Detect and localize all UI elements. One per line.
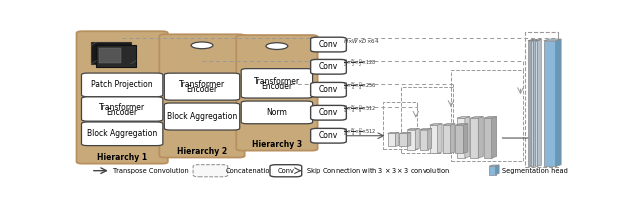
Polygon shape xyxy=(492,117,497,158)
Text: Conv: Conv xyxy=(319,85,338,94)
Polygon shape xyxy=(429,124,442,125)
Text: Transpose Convolution: Transpose Convolution xyxy=(113,168,189,174)
Polygon shape xyxy=(420,128,431,130)
Polygon shape xyxy=(544,39,561,41)
Text: Transformer: Transformer xyxy=(254,77,300,86)
Polygon shape xyxy=(408,132,411,146)
Polygon shape xyxy=(470,117,483,118)
Bar xyxy=(457,118,465,158)
FancyBboxPatch shape xyxy=(270,165,301,177)
Text: Transformer: Transformer xyxy=(99,103,145,112)
Circle shape xyxy=(266,43,288,50)
Text: Hierarchy 1: Hierarchy 1 xyxy=(97,153,147,162)
Polygon shape xyxy=(535,40,541,41)
FancyBboxPatch shape xyxy=(164,73,240,100)
FancyBboxPatch shape xyxy=(310,128,346,143)
FancyBboxPatch shape xyxy=(236,35,317,151)
Circle shape xyxy=(191,42,213,49)
FancyBboxPatch shape xyxy=(81,122,163,146)
Bar xyxy=(456,125,463,153)
Bar xyxy=(443,125,451,153)
Text: Hierarchy 2: Hierarchy 2 xyxy=(177,147,227,156)
Text: Patch Projection: Patch Projection xyxy=(92,80,153,89)
Text: Hierarchy 3: Hierarchy 3 xyxy=(252,140,302,149)
Bar xyxy=(399,134,408,146)
Bar xyxy=(408,130,415,149)
Bar xyxy=(99,48,121,63)
FancyBboxPatch shape xyxy=(164,103,240,130)
FancyBboxPatch shape xyxy=(193,165,228,177)
FancyBboxPatch shape xyxy=(310,105,346,120)
FancyBboxPatch shape xyxy=(241,69,312,98)
Text: $\frac{H}{4}$$\times$$\frac{W}{4}$$\times$$\frac{D}{4}$$\times$256: $\frac{H}{4}$$\times$$\frac{W}{4}$$\time… xyxy=(343,80,376,92)
Text: Encoder: Encoder xyxy=(261,82,292,91)
Text: Block Aggregation: Block Aggregation xyxy=(87,129,157,138)
Bar xyxy=(484,118,492,158)
Bar xyxy=(525,31,557,167)
Bar xyxy=(451,70,523,161)
Polygon shape xyxy=(428,128,431,149)
Bar xyxy=(383,102,417,149)
Polygon shape xyxy=(438,124,442,153)
FancyBboxPatch shape xyxy=(310,37,346,52)
Polygon shape xyxy=(463,124,468,153)
Polygon shape xyxy=(465,117,470,158)
Bar xyxy=(388,134,396,146)
Bar xyxy=(535,41,538,166)
Text: Skip Connection with 3 $\times$ 3$\times$ 3 convolution: Skip Connection with 3 $\times$ 3$\times… xyxy=(306,166,450,176)
FancyBboxPatch shape xyxy=(81,97,163,121)
Text: Encoder: Encoder xyxy=(186,85,218,94)
Text: Segmentation head: Segmentation head xyxy=(502,168,568,174)
Text: $\frac{H}{4}$$\times$$\frac{W}{4}$$\times$$\frac{D}{8}$$\times$512: $\frac{H}{4}$$\times$$\frac{W}{4}$$\time… xyxy=(343,103,376,115)
FancyBboxPatch shape xyxy=(241,101,312,124)
FancyBboxPatch shape xyxy=(81,73,163,97)
Text: $H$$\times$$W$$\times$$D$$\times$64: $H$$\times$$W$$\times$$D$$\times$64 xyxy=(343,37,380,45)
Text: Conv: Conv xyxy=(319,108,338,117)
Polygon shape xyxy=(556,39,561,166)
Bar xyxy=(92,42,131,64)
Text: Norm: Norm xyxy=(266,108,287,117)
Polygon shape xyxy=(538,40,541,166)
Bar xyxy=(97,45,136,67)
Polygon shape xyxy=(408,128,419,130)
Polygon shape xyxy=(495,165,499,175)
Bar xyxy=(489,166,495,175)
Polygon shape xyxy=(451,124,455,153)
Text: Conv: Conv xyxy=(319,62,338,71)
Bar xyxy=(429,125,438,153)
Text: $\frac{H}{2}$$\times$$\frac{W}{2}$$\times$$\frac{D}{2}$$\times$128: $\frac{H}{2}$$\times$$\frac{W}{2}$$\time… xyxy=(343,57,376,69)
Text: Transformer: Transformer xyxy=(179,80,225,89)
Text: Encoder: Encoder xyxy=(107,108,138,117)
Text: Block Aggregation: Block Aggregation xyxy=(167,112,237,121)
Text: Conv: Conv xyxy=(319,40,338,49)
Polygon shape xyxy=(478,117,483,158)
Polygon shape xyxy=(456,124,468,125)
FancyBboxPatch shape xyxy=(310,60,346,74)
Polygon shape xyxy=(388,132,399,134)
FancyBboxPatch shape xyxy=(159,34,244,157)
Bar xyxy=(544,41,556,166)
Polygon shape xyxy=(396,132,399,146)
Bar xyxy=(470,118,478,158)
Polygon shape xyxy=(457,117,470,118)
Polygon shape xyxy=(528,40,534,41)
Bar xyxy=(420,130,428,149)
Polygon shape xyxy=(415,128,419,149)
Text: Concatenation: Concatenation xyxy=(225,168,274,174)
Polygon shape xyxy=(399,132,411,134)
Bar xyxy=(531,41,533,166)
Polygon shape xyxy=(489,165,499,166)
Bar xyxy=(528,41,530,166)
Bar xyxy=(401,87,454,153)
Polygon shape xyxy=(531,40,538,41)
Text: $\frac{H}{4}$$\times$$\frac{W}{4}$$\times$$\frac{D}{8}$$\times$512: $\frac{H}{4}$$\times$$\frac{W}{4}$$\time… xyxy=(343,126,376,138)
Polygon shape xyxy=(484,117,497,118)
FancyBboxPatch shape xyxy=(77,31,168,164)
Text: Conv: Conv xyxy=(277,168,294,174)
Polygon shape xyxy=(443,124,455,125)
Polygon shape xyxy=(530,40,534,166)
FancyBboxPatch shape xyxy=(310,82,346,97)
Text: Conv: Conv xyxy=(319,131,338,140)
Polygon shape xyxy=(533,40,538,166)
